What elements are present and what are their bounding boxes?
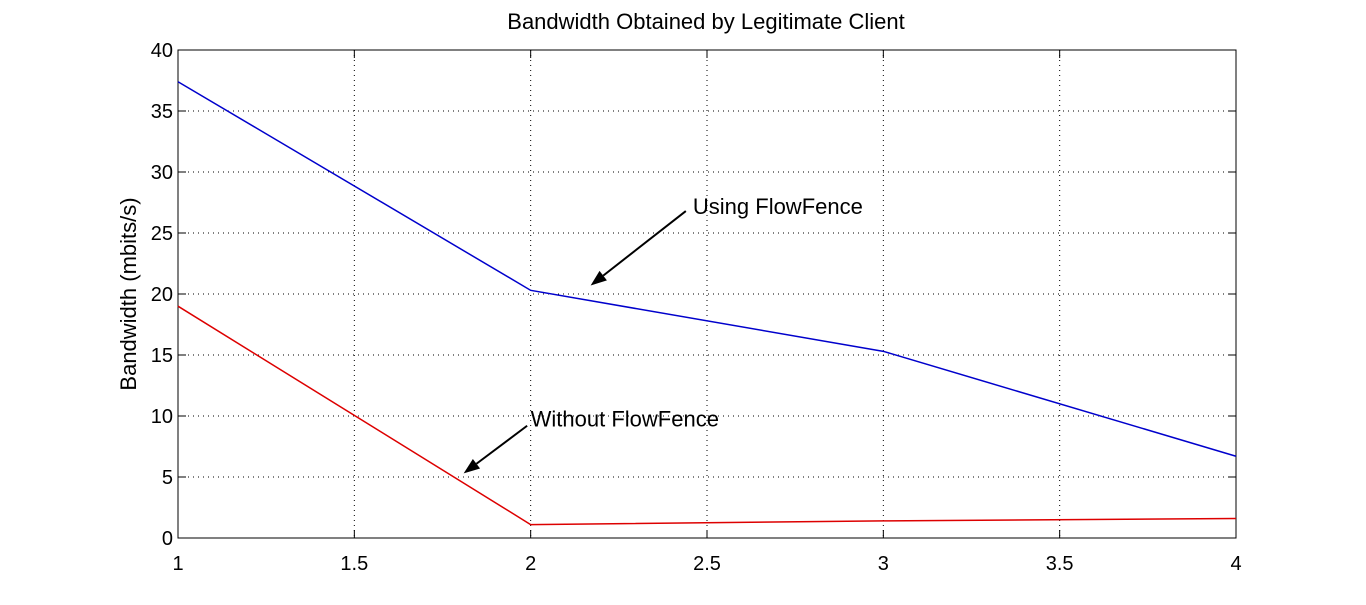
series-line-0 [177,81,1237,457]
x-tick-label: 1.5 [340,553,368,575]
x-tick-label: 3.5 [1046,553,1074,575]
x-tick-label: 3 [878,553,889,575]
x-tick-label: 2 [525,553,536,575]
annotation-arrow-shaft [602,210,687,277]
annotations: Using FlowFence Without FlowFence [463,194,863,474]
y-tick-label: 20 [151,284,173,306]
y-tick-label: 5 [162,467,173,489]
x-tick-label: 1 [172,553,183,575]
annotation-label: Without FlowFence [531,406,719,431]
y-tick-label: 10 [151,406,173,428]
annotation-label: Using FlowFence [693,194,863,219]
y-tick-label: 30 [151,162,173,184]
y-axis-label: Bandwidth (mbits/s) [116,197,141,390]
series-group [177,81,1237,526]
y-tick-label: 25 [151,223,173,245]
y-tick-label: 0 [162,528,173,550]
series-line-1 [177,305,1237,526]
annotation-arrow-shaft [475,424,528,465]
grid [178,50,1236,538]
annotation-arrow-head [463,458,481,474]
x-tick-label: 2.5 [693,553,721,575]
y-tick-label: 35 [151,101,173,123]
x-tick-label: 4 [1230,553,1241,575]
y-tick-label: 15 [151,345,173,367]
y-tick-label: 40 [151,40,173,62]
plot-frame [177,49,1237,539]
chart-title: Bandwidth Obtained by Legitimate Client [507,9,904,34]
annotation-arrow-head [590,270,607,286]
